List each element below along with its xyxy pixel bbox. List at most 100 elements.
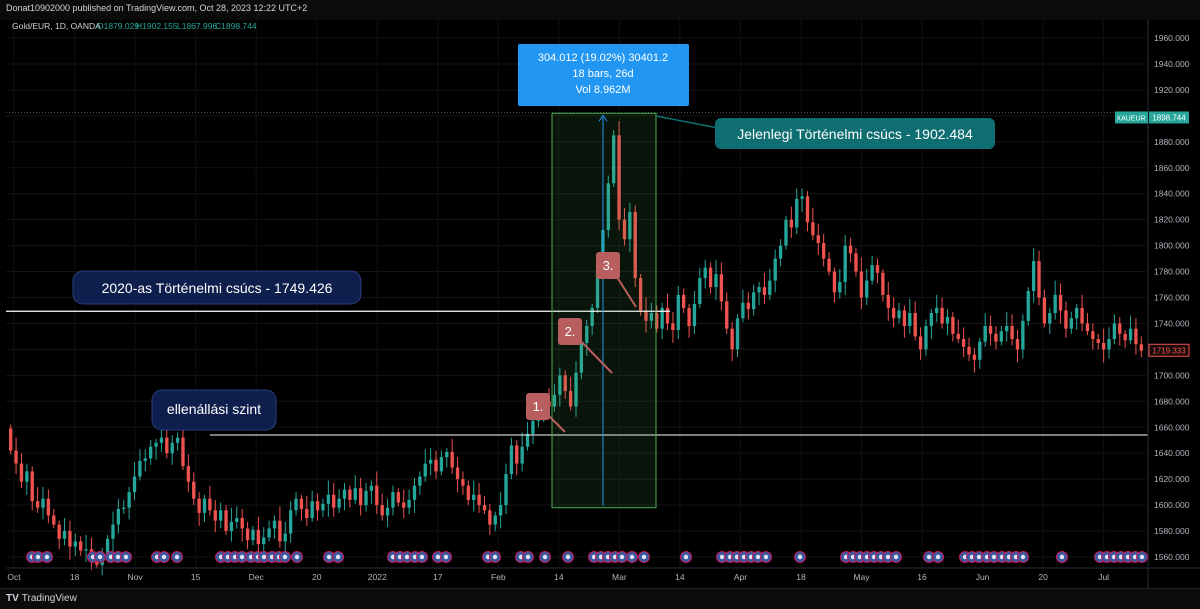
event-icon[interactable] — [32, 551, 44, 563]
candle-body — [256, 529, 261, 545]
event-icon-inner — [326, 554, 332, 560]
candle-body — [418, 476, 422, 486]
candle-body — [708, 267, 713, 288]
event-icon[interactable] — [440, 551, 452, 563]
event-icon[interactable] — [522, 551, 534, 563]
event-icon[interactable] — [1136, 551, 1148, 563]
candle-body — [821, 243, 826, 259]
measure-info[interactable]: 304.012 (19.02%) 30401.2 18 bars, 26d Vol … — [518, 44, 689, 106]
event-icon[interactable] — [158, 551, 170, 563]
time-axis[interactable]: Oct 18 Nov 15 Dec 20 2022 17 Feb 14 Mar 14 Apr 18 May 1… — [6, 567, 1200, 582]
event-icon-inner — [763, 554, 769, 560]
candle — [929, 309, 934, 340]
candle-body — [509, 445, 514, 474]
candle-body — [412, 485, 417, 500]
candle-body — [143, 458, 147, 461]
event-icon[interactable] — [539, 551, 551, 563]
candle-body — [918, 336, 923, 350]
high-2020-label[interactable]: 2020-as Történelmi csúcs - 1749.426 — [72, 270, 362, 305]
event-icon[interactable] — [626, 551, 638, 563]
grid — [6, 20, 1146, 568]
marker-3[interactable]: 3. — [596, 252, 637, 308]
event-icon[interactable] — [489, 551, 501, 563]
candle-body — [68, 531, 72, 547]
candle-body — [35, 501, 40, 508]
event-icon[interactable] — [41, 551, 53, 563]
candle — [202, 494, 207, 522]
candle — [708, 262, 713, 294]
price-chart[interactable]: 304.012 (19.02%) 30401.2 18 bars, 26d Vol … — [0, 0, 1200, 588]
candle-body — [358, 488, 363, 506]
event-icon[interactable] — [1056, 551, 1068, 563]
candle-body — [488, 510, 492, 525]
candle — [1080, 294, 1084, 332]
event-icon-inner — [976, 554, 982, 560]
candle-body — [1134, 328, 1138, 345]
last-high-tag — [1149, 111, 1189, 124]
candle — [967, 337, 971, 362]
ath-callout-text: Jelenlegi Történelmi csúcs - 1902.484 — [737, 126, 973, 142]
candle-body — [79, 541, 83, 551]
candle-body — [132, 476, 137, 493]
event-icon[interactable] — [279, 551, 291, 563]
event-icon[interactable] — [562, 551, 574, 563]
candle — [41, 486, 45, 520]
candle — [1134, 318, 1138, 355]
candle — [1010, 314, 1014, 346]
candle — [127, 486, 131, 520]
candle — [1128, 315, 1133, 345]
event-icon[interactable] — [638, 551, 650, 563]
candle-body — [714, 274, 718, 288]
candle — [321, 498, 325, 517]
candle-body — [628, 211, 632, 240]
marker-2[interactable]: 2. — [558, 318, 613, 374]
ath-callout[interactable]: Jelenlegi Történelmi csúcs - 1902.484 — [655, 115, 995, 149]
event-icon[interactable] — [236, 551, 248, 563]
event-icon[interactable] — [120, 551, 132, 563]
candle-body — [149, 446, 153, 459]
event-icon[interactable] — [680, 551, 692, 563]
event-icon[interactable] — [760, 551, 772, 563]
resistance-label[interactable]: ellenállási szint — [151, 389, 277, 431]
candle-body — [1123, 333, 1127, 341]
event-icon-inner — [261, 554, 267, 560]
event-icon[interactable] — [794, 551, 806, 563]
candle-body — [202, 498, 207, 513]
event-icon-inner — [755, 554, 761, 560]
event-icon-inner — [999, 554, 1005, 560]
event-icon[interactable] — [416, 551, 428, 563]
event-icon-inner — [1006, 554, 1012, 560]
candle — [671, 311, 675, 343]
candle-body — [315, 501, 320, 511]
candle — [310, 490, 314, 522]
event-icon[interactable] — [94, 551, 106, 563]
candle-body — [116, 508, 121, 525]
candle — [116, 498, 121, 534]
candle-body — [175, 437, 180, 443]
candle-body — [795, 198, 799, 228]
candle — [235, 506, 239, 529]
event-markers[interactable] — [26, 551, 1148, 563]
marker-1[interactable]: 1. — [526, 393, 566, 433]
symbol-tag-text: XAUEUR — [1116, 115, 1145, 122]
measure-box[interactable] — [551, 112, 657, 509]
publisher-bar: Donat10902000 published on TradingView.c… — [0, 0, 1200, 20]
event-icon[interactable] — [616, 551, 628, 563]
candle — [628, 202, 632, 253]
event-icon[interactable] — [291, 551, 303, 563]
event-icon[interactable] — [171, 551, 183, 563]
candle-body — [692, 303, 697, 327]
candle-body — [138, 460, 142, 477]
price-axis[interactable]: 1560.000 1580.000 1600.000 1620.000 1640.000… — [1115, 20, 1190, 588]
candle — [1048, 307, 1052, 334]
candle — [25, 463, 29, 495]
candle — [563, 370, 567, 399]
event-icon[interactable] — [332, 551, 344, 563]
event-icon[interactable] — [1017, 551, 1029, 563]
candle — [655, 305, 659, 333]
candle — [1064, 301, 1068, 338]
tradingview-logo[interactable]: TV TradingView — [6, 593, 77, 604]
candle — [143, 449, 147, 472]
event-icon[interactable] — [932, 551, 944, 563]
event-icon[interactable] — [890, 551, 902, 563]
